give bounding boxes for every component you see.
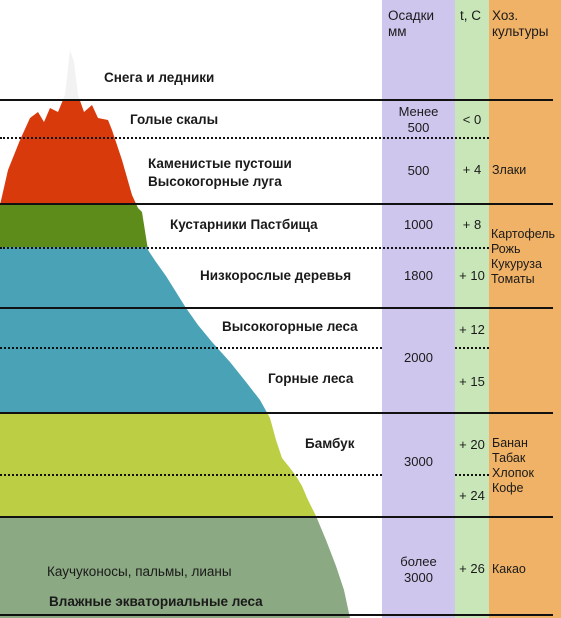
line-forest-bamboo [0,412,553,414]
zone-snow-label: Снега и ледники [104,70,215,85]
header-temperature: t, C [460,8,482,23]
zone-wasteland-label: Каменистые пустоши Высокогорные луга [148,156,292,189]
crops-equatorial: Какао [492,562,526,576]
line-wasteland-shrubs [0,203,553,205]
line-shrubs-trees [0,247,489,249]
temp-shrubs: + 8 [462,217,482,232]
temp-rocks: < 0 [462,112,482,127]
zone-mountain-forest-label: Горные леса [268,371,354,386]
crops-temperate: Картофель Рожь Кукуруза Томаты [491,227,556,286]
temp-mountain-forest: + 15 [459,374,485,389]
line-forest-split-temp [455,347,489,349]
line-rocks-wasteland [0,137,489,139]
line-bamboo-equatorial [0,516,553,518]
equatorial-band [0,516,350,618]
precip-equatorial: более 3000 [400,554,437,585]
line-bottom [0,614,553,616]
bamboo-band [0,412,350,517]
zone-low-trees-label: Низкорослые деревья [200,268,352,283]
precipitation-column [382,0,455,618]
snow-band [0,50,350,112]
crops-tropical: Банан Табак Хлопок Кофе [492,436,534,495]
line-forest-split-left [0,347,382,349]
zone-rubber-label: Каучуконосы, пальмы, лианы [47,564,232,579]
header-precipitation: Осадки мм [388,8,435,39]
line-bamboo-split-temp [455,474,489,476]
precip-shrubs: 1000 [404,217,433,232]
zone-bamboo-label: Бамбук [305,436,355,451]
temp-low-trees: + 10 [459,268,485,283]
temp-high-forest: + 12 [459,322,485,337]
temp-bamboo-upper: + 20 [459,437,485,452]
temperature-column [455,0,489,618]
zone-rocks-label: Голые скалы [130,112,219,127]
line-trees-forest [0,307,553,309]
crops-column [489,0,561,618]
line-snow-rocks [0,99,553,101]
precip-forests: 2000 [404,350,433,365]
precip-low-trees: 1800 [404,268,433,283]
precip-rocks: Менее 500 [398,104,439,135]
temp-wasteland: + 4 [462,162,482,177]
crops-wasteland: Злаки [492,163,527,177]
zone-equatorial-label: Влажные экваториальные леса [49,594,263,609]
header-crops: Хоз. культуры [492,8,549,39]
zone-high-forest-label: Высокогорные леса [222,319,358,334]
precip-wasteland: 500 [407,163,430,178]
temp-equatorial: + 26 [459,561,485,576]
line-bamboo-split-left [0,474,382,476]
precip-bamboo: 3000 [404,454,433,469]
temp-bamboo-lower: + 24 [459,488,485,503]
zone-shrubs-label: Кустарники Пастбища [170,217,318,232]
